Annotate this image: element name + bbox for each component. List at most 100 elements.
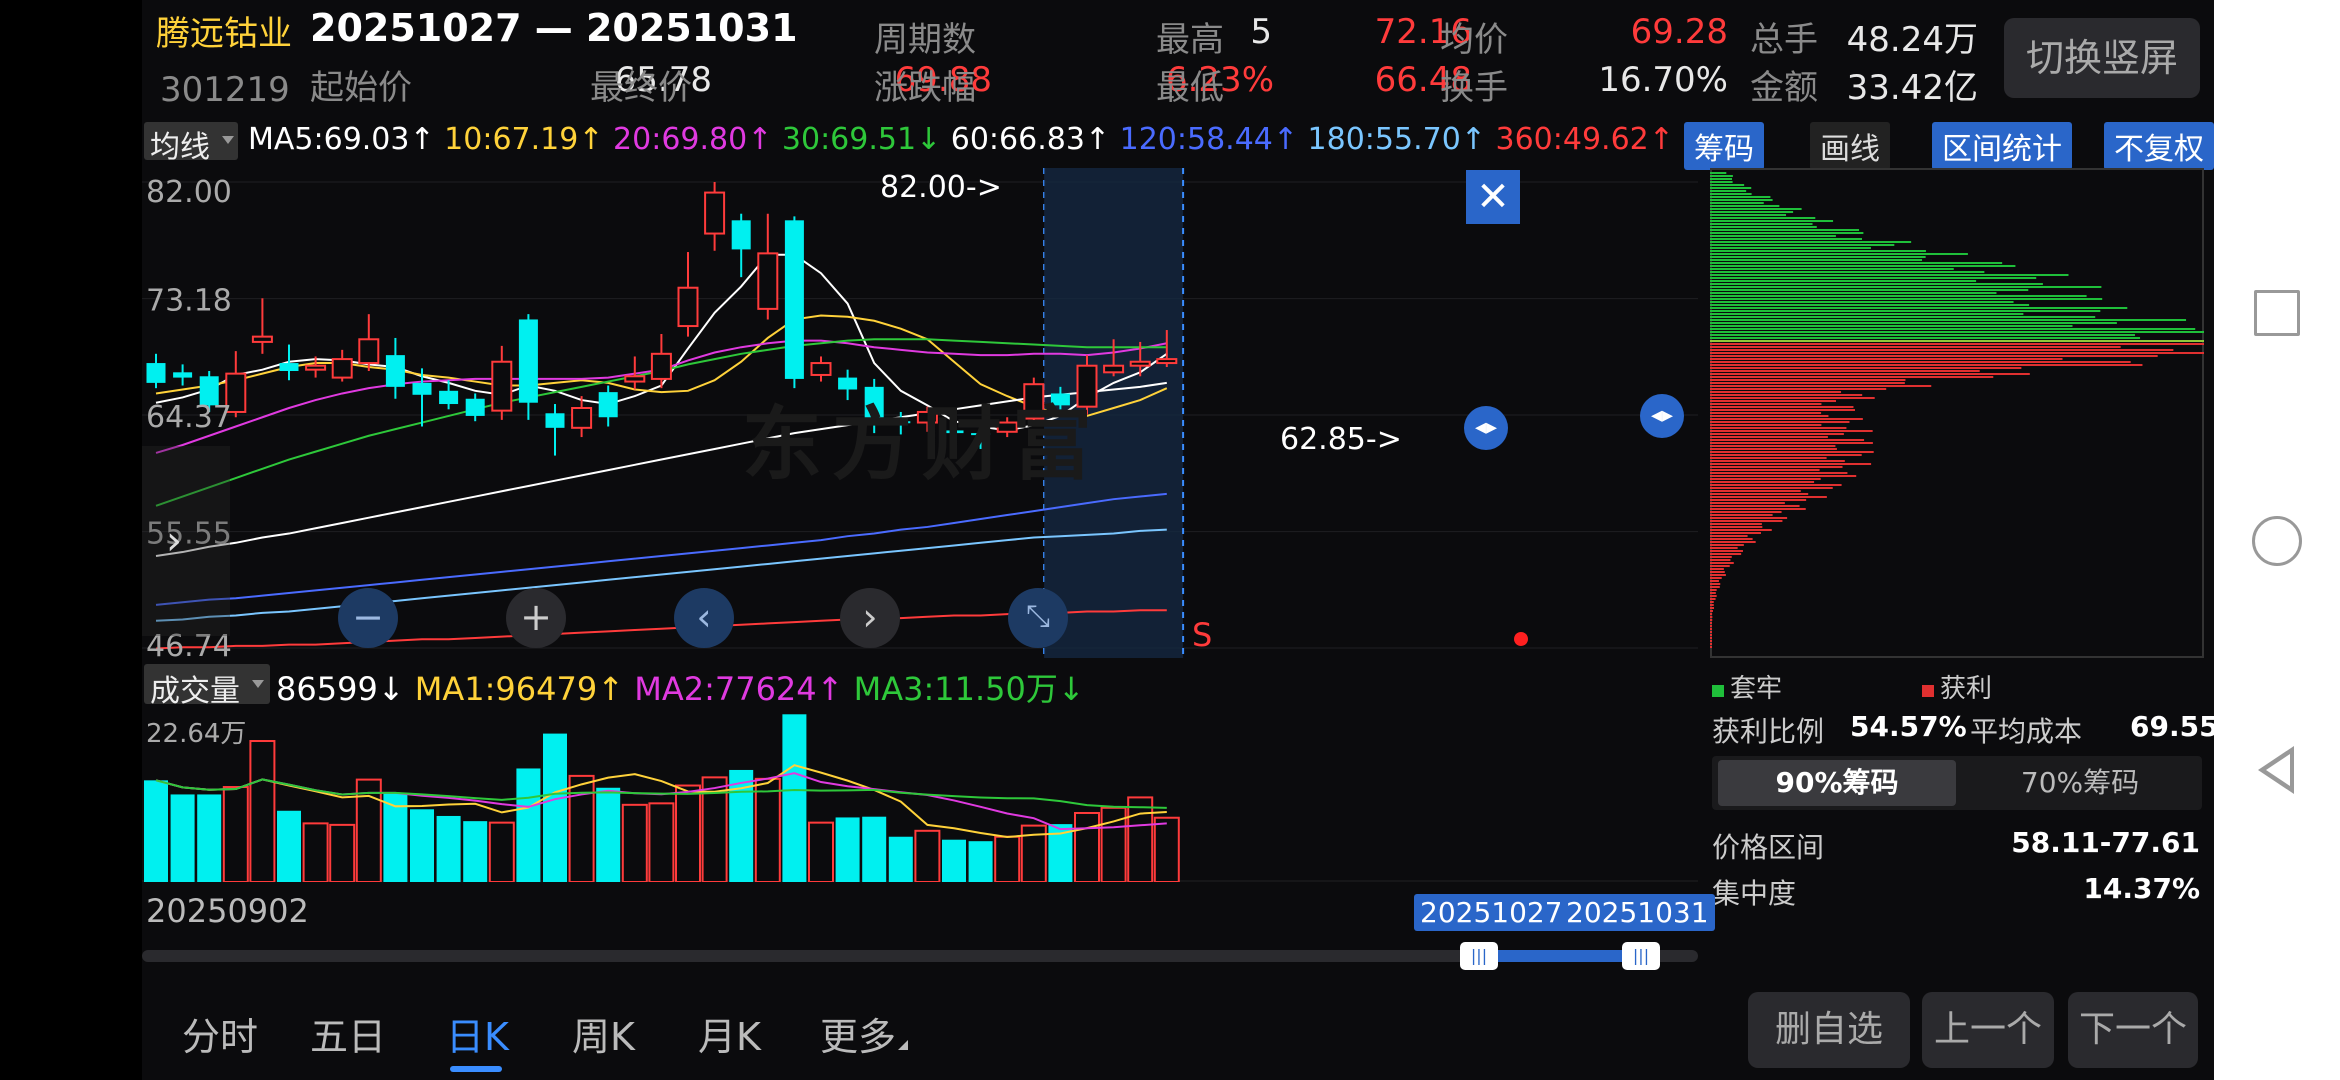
high-marker: 82.00-> <box>880 170 1002 205</box>
candle <box>305 356 327 378</box>
ma-value-ma10: 10:67.19↑ <box>444 122 604 157</box>
chip-bar <box>1710 241 1912 243</box>
price-range-value: 58.11-77.61 <box>2011 826 2200 859</box>
previous-stock-button[interactable]: 上一个 <box>1922 992 2054 1068</box>
volume-selector-label: 成交量 <box>150 674 240 709</box>
candle <box>650 333 672 389</box>
chip-bar <box>1710 397 1875 399</box>
zoom-in-button[interactable]: + <box>506 588 566 648</box>
range-handle-right[interactable]: ◂▸ <box>1640 394 1684 438</box>
period-value: 5 <box>1250 12 1272 52</box>
chip-bar <box>1710 577 1722 579</box>
caret-down-icon <box>252 680 264 688</box>
volume-bar <box>383 792 408 882</box>
chip-tabs: 90%筹码 70%筹码 <box>1712 756 2202 810</box>
chip-bar <box>1710 421 1850 423</box>
chip-bar <box>1710 637 1712 639</box>
next-stock-button[interactable]: 下一个 <box>2068 992 2198 1068</box>
volume-bar <box>1127 796 1154 882</box>
price-axis-label: 46.74 <box>146 629 232 658</box>
chip-bar <box>1710 394 1863 396</box>
chip-bar <box>1710 433 1844 435</box>
high-label: 最高 <box>1156 20 1224 60</box>
candle-body <box>677 286 699 328</box>
volume-bar <box>862 816 887 882</box>
candle-body <box>864 386 884 426</box>
chip-bar <box>1710 349 2174 351</box>
range-selection-area <box>1044 168 1184 658</box>
remove-watchlist-button[interactable]: 删自选 <box>1748 992 1910 1068</box>
candle <box>731 213 751 278</box>
chip-bar <box>1710 502 1785 504</box>
chip-bar <box>1710 562 1734 564</box>
tab-intraday[interactable]: 分时 <box>182 1015 259 1059</box>
tab-weekly-k[interactable]: 周K <box>572 1015 635 1059</box>
date-range: 20251027 — 20251031 <box>310 6 798 50</box>
range-handle-left[interactable]: ◂▸ <box>1464 406 1508 450</box>
tab-monthly-k[interactable]: 月K <box>698 1015 761 1059</box>
candle <box>385 337 405 399</box>
tab-five-day[interactable]: 五日 <box>310 1015 387 1059</box>
candle <box>1076 355 1098 415</box>
volume-ma3: MA3:11.50万↓ <box>853 670 1085 708</box>
candle <box>624 356 646 390</box>
candle-body <box>810 362 832 376</box>
tab-chips-70[interactable]: 70%筹码 <box>2020 766 2140 799</box>
timeline-track[interactable] <box>142 950 1698 962</box>
volume-bar <box>701 776 728 882</box>
scroll-right-button[interactable]: › <box>840 588 900 648</box>
kline-chart[interactable]: 82.00 73.18 64.37 55.55 46.74 <box>142 168 1698 658</box>
volume-bar <box>942 839 966 882</box>
low-marker: 62.85-> <box>1280 422 1402 457</box>
chip-bar <box>1710 190 1747 192</box>
zoom-out-button[interactable]: − <box>338 588 398 648</box>
chip-bar <box>1710 628 1712 630</box>
draw-line-button[interactable]: 画线 <box>1810 122 1890 170</box>
volume-bar <box>329 823 356 882</box>
signal-marker: S <box>1192 616 1213 654</box>
legend-swatch-profit <box>1922 685 1934 697</box>
volume-bar <box>754 777 781 882</box>
chip-bar <box>1710 274 2069 276</box>
candle-body <box>305 364 327 371</box>
chip-bar <box>1710 559 1731 561</box>
price-axis-label: 55.55 <box>146 517 232 552</box>
candle-body <box>1076 364 1098 408</box>
reset-zoom-button[interactable]: ⤡ <box>1008 588 1068 648</box>
chip-bar <box>1710 442 1873 444</box>
tab-daily-k[interactable]: 日K <box>446 1015 509 1059</box>
no-adjust-button[interactable]: 不复权 <box>2104 122 2214 170</box>
chip-bar <box>1710 322 2117 324</box>
expand-panel-button[interactable]: › <box>142 446 230 636</box>
chip-bar <box>1710 319 2187 321</box>
volume-bar <box>436 815 461 882</box>
scroll-left-button[interactable]: ‹ <box>674 588 734 648</box>
candle <box>944 422 964 446</box>
range-stats-button[interactable]: 区间统计 <box>1932 122 2072 170</box>
candle <box>1103 339 1125 377</box>
switch-portrait-button[interactable]: 切换竖屏 <box>2004 18 2200 98</box>
recent-apps-button[interactable] <box>2254 290 2300 336</box>
candle <box>838 369 858 401</box>
tab-more[interactable]: 更多 <box>820 1015 897 1059</box>
candle-body <box>1129 360 1151 367</box>
candle <box>518 314 538 420</box>
close-selection-button[interactable]: ✕ <box>1466 170 1520 224</box>
candle <box>545 404 565 456</box>
chip-bar <box>1710 634 1712 636</box>
candle-body <box>784 220 804 379</box>
candle-body <box>996 421 1018 433</box>
chip-bar <box>1710 283 2043 285</box>
chips-button[interactable]: 筹码 <box>1684 122 1764 170</box>
active-tab-indicator <box>450 1066 502 1072</box>
tab-chips-90[interactable]: 90%筹码 <box>1718 760 1956 806</box>
system-nav-bar <box>2214 0 2340 1080</box>
candle-body <box>173 372 193 378</box>
volume-selector[interactable]: 成交量 <box>144 664 270 709</box>
ma-selector[interactable]: 均线 <box>144 122 238 165</box>
chip-bar <box>1710 640 1712 642</box>
timeline-handle-left[interactable]: ||| <box>1460 942 1498 970</box>
candle-body <box>412 382 432 395</box>
timeline-handle-right[interactable]: ||| <box>1622 942 1660 970</box>
home-button[interactable] <box>2252 516 2302 566</box>
